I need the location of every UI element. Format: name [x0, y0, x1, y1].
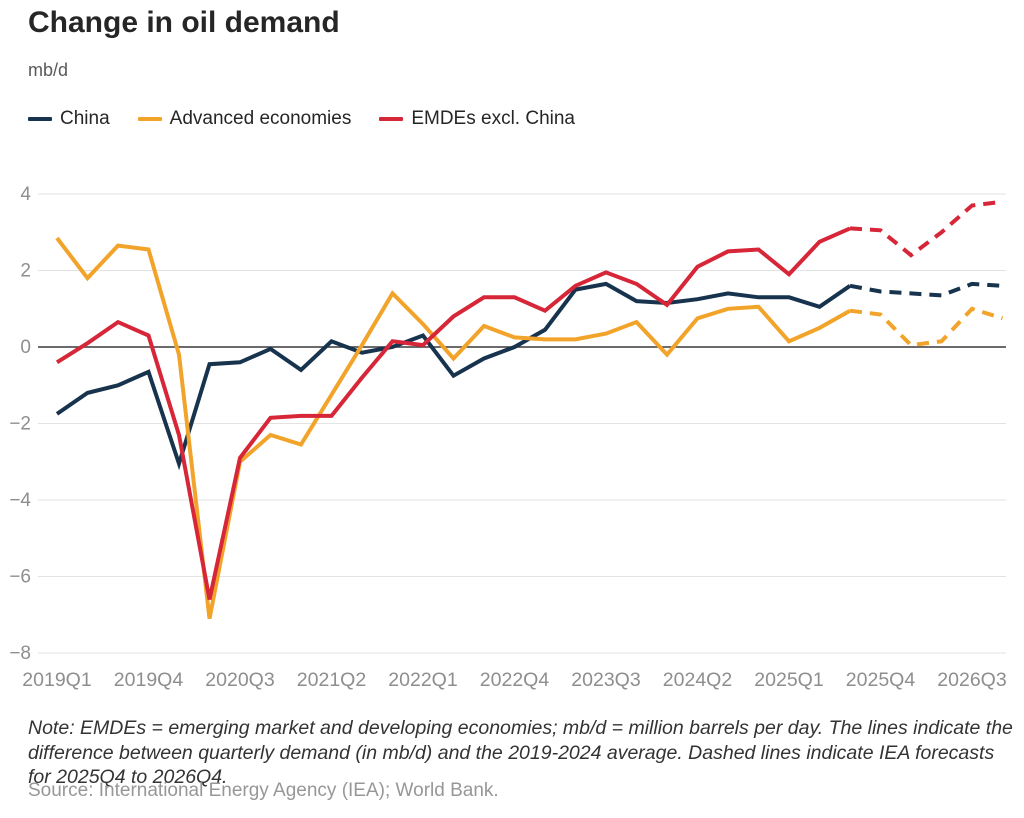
x-axis-tick-label: 2019Q4 — [114, 669, 184, 691]
series-line-advanced-economies — [55, 236, 851, 619]
series-forecast-line-emdes-excl-china — [849, 199, 1003, 258]
x-axis-tick-label: 2020Q3 — [205, 669, 274, 691]
legend: China Advanced economies EMDEs excl. Chi… — [28, 108, 589, 130]
legend-item-emdes: EMDEs excl. China — [379, 108, 575, 130]
y-axis-tick-label: 0 — [20, 337, 31, 358]
emdes-line-swatch — [379, 117, 404, 121]
page-title: Change in oil demand — [28, 6, 340, 39]
legend-item-advanced-economies: Advanced economies — [137, 108, 352, 130]
x-axis-tick-label: 2024Q2 — [663, 669, 732, 691]
y-axis-tick-label: −4 — [9, 490, 31, 511]
advanced-economies-line-swatch — [137, 117, 162, 121]
x-axis-tick-label: 2026Q3 — [937, 669, 1006, 691]
x-axis-tick-label: 2022Q1 — [388, 669, 457, 691]
legend-label-china: China — [60, 108, 110, 129]
x-axis-tick-label: 2023Q3 — [571, 669, 640, 691]
series-line-china — [55, 281, 852, 471]
x-axis-tick-label: 2021Q2 — [297, 669, 366, 691]
x-axis-tick-label: 2025Q4 — [846, 669, 916, 691]
x-axis-tick-label: 2019Q1 — [22, 669, 91, 691]
y-axis-tick-label: 4 — [20, 184, 31, 205]
x-axis-tick-label: 2025Q1 — [754, 669, 823, 691]
legend-label-advanced-economies: Advanced economies — [169, 108, 352, 129]
footnote: Note: EMDEs = emerging market and develo… — [28, 717, 1013, 789]
y-axis-tick-label: −8 — [9, 643, 31, 664]
x-axis-tick-label: 2022Q4 — [480, 669, 550, 691]
legend-item-china: China — [28, 108, 110, 130]
series-line-emdes-excl-china — [55, 226, 851, 600]
y-axis-tick-label: 2 — [20, 261, 31, 282]
series-forecast-line-advanced-economies — [849, 306, 1004, 348]
china-line-swatch — [28, 117, 52, 121]
y-axis-tick-label: −6 — [9, 567, 31, 588]
series-forecast-line-china — [849, 281, 1003, 298]
y-axis-tick-label: −2 — [9, 414, 31, 435]
legend-label-emdes: EMDEs excl. China — [411, 108, 575, 129]
source-line: Source: International Energy Agency (IEA… — [28, 780, 499, 801]
y-axis-unit-label: mb/d — [28, 60, 69, 80]
